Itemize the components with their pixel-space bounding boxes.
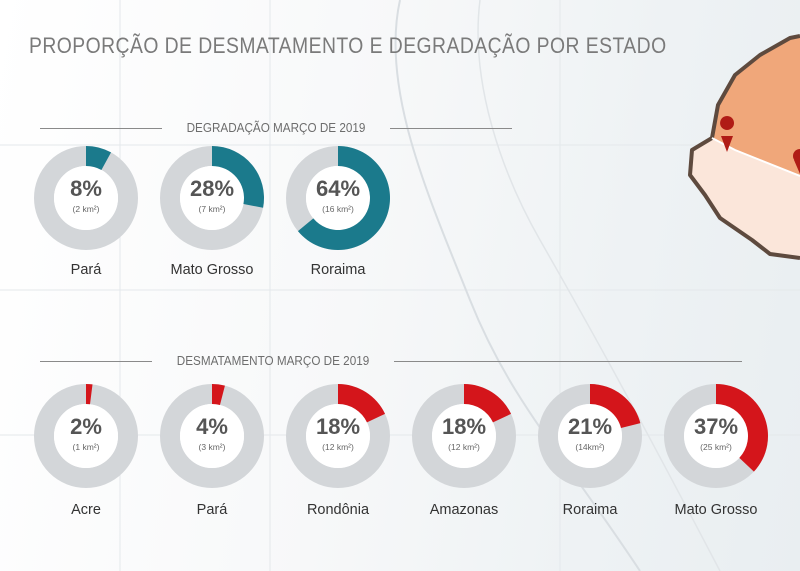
donut-slice: [297, 146, 390, 250]
percent-label: 28%: [190, 176, 234, 201]
area-label: (25 km²): [700, 442, 732, 452]
divider: [40, 361, 152, 362]
percent-label: 18%: [316, 414, 360, 439]
donut-hole: [432, 404, 496, 468]
percent-label: 8%: [70, 176, 102, 201]
percent-label: 2%: [70, 414, 102, 439]
area-label: (2 km²): [73, 204, 100, 214]
area-label: (12 km²): [448, 442, 480, 452]
percent-label: 4%: [196, 414, 228, 439]
page-title: PROPORÇÃO DE DESMATAMENTO E DEGRADAÇÃO P…: [29, 33, 667, 58]
area-label: (3 km²): [199, 442, 226, 452]
category-label: Pará: [197, 502, 229, 518]
donut-hole: [684, 404, 748, 468]
donut-1-2: 18% (12 km²) Rondônia: [286, 384, 390, 518]
donut-1-1: 4% (3 km²) Pará: [160, 384, 264, 518]
donut-1-5: 37% (25 km²) Mato Grosso: [664, 384, 768, 518]
category-label: Roraima: [563, 502, 619, 518]
donut-0-2: 64% (16 km²) Roraima: [286, 146, 390, 278]
map-border: [688, 34, 800, 260]
donut-hole: [306, 166, 370, 230]
section-header-deforestation: DESMATAMENTO MARÇO DE 2019: [40, 353, 742, 369]
category-label: Pará: [71, 262, 103, 278]
divider: [390, 128, 512, 129]
donut-slice: [338, 384, 386, 423]
donut-slice: [212, 146, 264, 208]
donut-hole: [180, 166, 244, 230]
donut-hole: [306, 404, 370, 468]
donut-0-0: 8% (2 km²) Pará: [34, 146, 138, 278]
area-label: (16 km²): [322, 204, 354, 214]
donut-1-4: 21% (14km²) Roraima: [538, 384, 642, 518]
percent-label: 64%: [316, 176, 360, 201]
donut-hole: [54, 404, 118, 468]
category-label: Mato Grosso: [171, 262, 254, 278]
donut-1-0: 2% (1 km²) Acre: [34, 384, 138, 518]
area-label: (1 km²): [73, 442, 100, 452]
donut-slice: [716, 384, 768, 472]
donut-1-3: 18% (12 km²) Amazonas: [412, 384, 516, 518]
percent-label: 21%: [568, 414, 612, 439]
map-region-south: [690, 138, 800, 258]
map-marker-icon: [793, 149, 800, 174]
area-label: (12 km²): [322, 442, 354, 452]
map-marker-icon: [720, 116, 735, 152]
category-label: Acre: [71, 502, 101, 518]
percent-label: 37%: [694, 414, 738, 439]
donut-hole: [54, 166, 118, 230]
percent-label: 18%: [442, 414, 486, 439]
section-header-degradation: DEGRADAÇÃO MARÇO DE 2019: [40, 120, 512, 136]
section-title-deforestation: DESMATAMENTO MARÇO DE 2019: [176, 353, 370, 368]
map-inner-border: [711, 137, 800, 177]
donut-slice: [590, 384, 641, 429]
area-label: (14km²): [575, 442, 604, 452]
donut-0-1: 28% (7 km²) Mato Grosso: [160, 146, 264, 278]
category-label: Roraima: [311, 262, 367, 278]
donut-slice: [86, 384, 93, 405]
map-region-north: [712, 36, 800, 176]
donut-hole: [180, 404, 244, 468]
donut-slice: [86, 146, 112, 170]
category-label: Amazonas: [430, 502, 499, 518]
donut-slice: [212, 384, 225, 406]
category-label: Rondônia: [307, 502, 370, 518]
donut-slice: [464, 384, 512, 423]
divider: [394, 361, 742, 362]
donut-hole: [558, 404, 622, 468]
divider: [40, 128, 162, 129]
category-label: Mato Grosso: [675, 502, 758, 518]
area-label: (7 km²): [199, 204, 226, 214]
section-title-degradation: DEGRADAÇÃO MARÇO DE 2019: [186, 120, 366, 135]
